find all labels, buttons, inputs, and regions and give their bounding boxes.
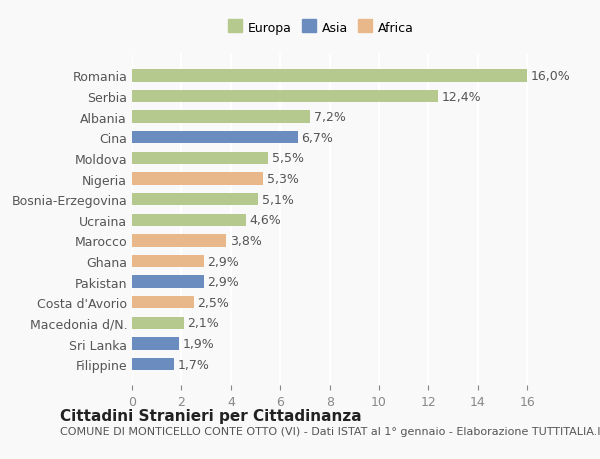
Bar bbox=[132, 255, 203, 268]
Text: 3,8%: 3,8% bbox=[230, 235, 262, 247]
Text: 1,7%: 1,7% bbox=[178, 358, 209, 371]
Text: 5,3%: 5,3% bbox=[266, 173, 299, 185]
Bar bbox=[132, 297, 194, 309]
Text: COMUNE DI MONTICELLO CONTE OTTO (VI) - Dati ISTAT al 1° gennaio - Elaborazione T: COMUNE DI MONTICELLO CONTE OTTO (VI) - D… bbox=[60, 426, 600, 436]
Bar bbox=[132, 276, 203, 288]
Bar bbox=[132, 91, 439, 103]
Text: 16,0%: 16,0% bbox=[531, 70, 571, 83]
Bar bbox=[132, 152, 268, 165]
Bar bbox=[132, 214, 245, 226]
Bar bbox=[132, 132, 298, 144]
Bar bbox=[132, 358, 174, 370]
Text: 2,1%: 2,1% bbox=[188, 317, 220, 330]
Bar bbox=[132, 338, 179, 350]
Text: Cittadini Stranieri per Cittadinanza: Cittadini Stranieri per Cittadinanza bbox=[60, 408, 362, 423]
Text: 2,5%: 2,5% bbox=[197, 296, 229, 309]
Bar bbox=[132, 111, 310, 123]
Text: 1,9%: 1,9% bbox=[182, 337, 214, 350]
Text: 2,9%: 2,9% bbox=[208, 275, 239, 289]
Text: 7,2%: 7,2% bbox=[314, 111, 346, 124]
Text: 6,7%: 6,7% bbox=[301, 132, 333, 145]
Legend: Europa, Asia, Africa: Europa, Asia, Africa bbox=[224, 18, 418, 39]
Bar bbox=[132, 317, 184, 330]
Text: 4,6%: 4,6% bbox=[250, 214, 281, 227]
Bar bbox=[132, 235, 226, 247]
Bar bbox=[132, 194, 258, 206]
Bar bbox=[132, 70, 527, 83]
Bar bbox=[132, 173, 263, 185]
Text: 5,1%: 5,1% bbox=[262, 193, 293, 206]
Text: 2,9%: 2,9% bbox=[208, 255, 239, 268]
Text: 12,4%: 12,4% bbox=[442, 90, 482, 103]
Text: 5,5%: 5,5% bbox=[272, 152, 304, 165]
